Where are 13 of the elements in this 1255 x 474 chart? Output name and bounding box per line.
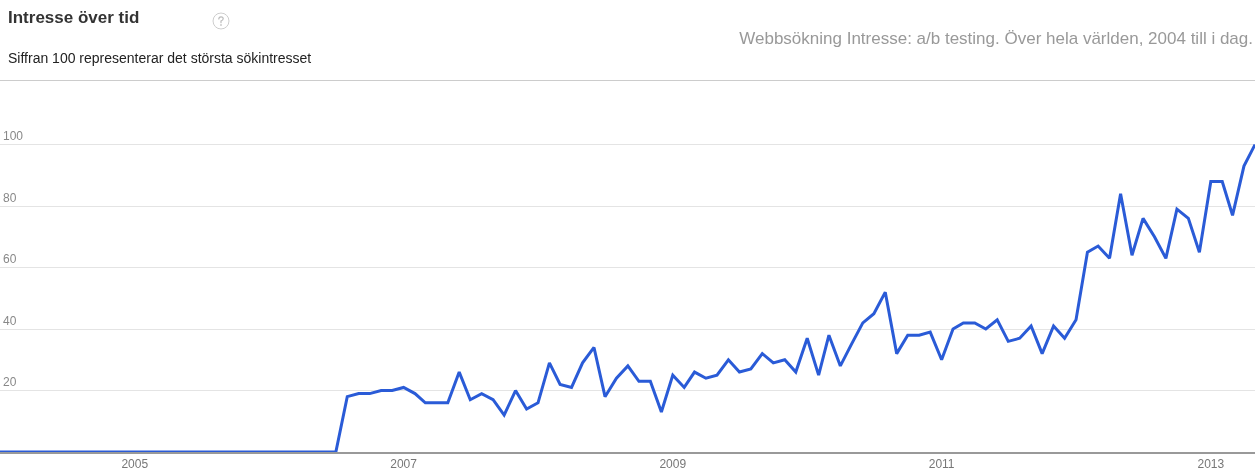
x-tick-label: 2009 <box>659 457 687 472</box>
chart-subtitle: Siffran 100 representerar det största sökintresset <box>8 50 312 66</box>
y-tick-label: 40 <box>3 313 17 328</box>
y-tick-label: 60 <box>3 252 17 267</box>
x-tick-label: 2005 <box>121 457 149 472</box>
y-tick-label: 80 <box>3 190 17 205</box>
text: Webbsökning Intresse: a/b testing. Över hela världen, 2004 till i dag. <box>739 29 1253 49</box>
x-tick-label: 2007 <box>390 457 418 472</box>
y-tick-label: 100 <box>3 129 24 144</box>
y-tick-label: 20 <box>3 375 17 390</box>
x-tick-label: 2011 <box>928 457 955 472</box>
x-tick-label: 2013 <box>1197 457 1225 472</box>
chart-title: Intresse över tid <box>8 8 140 28</box>
